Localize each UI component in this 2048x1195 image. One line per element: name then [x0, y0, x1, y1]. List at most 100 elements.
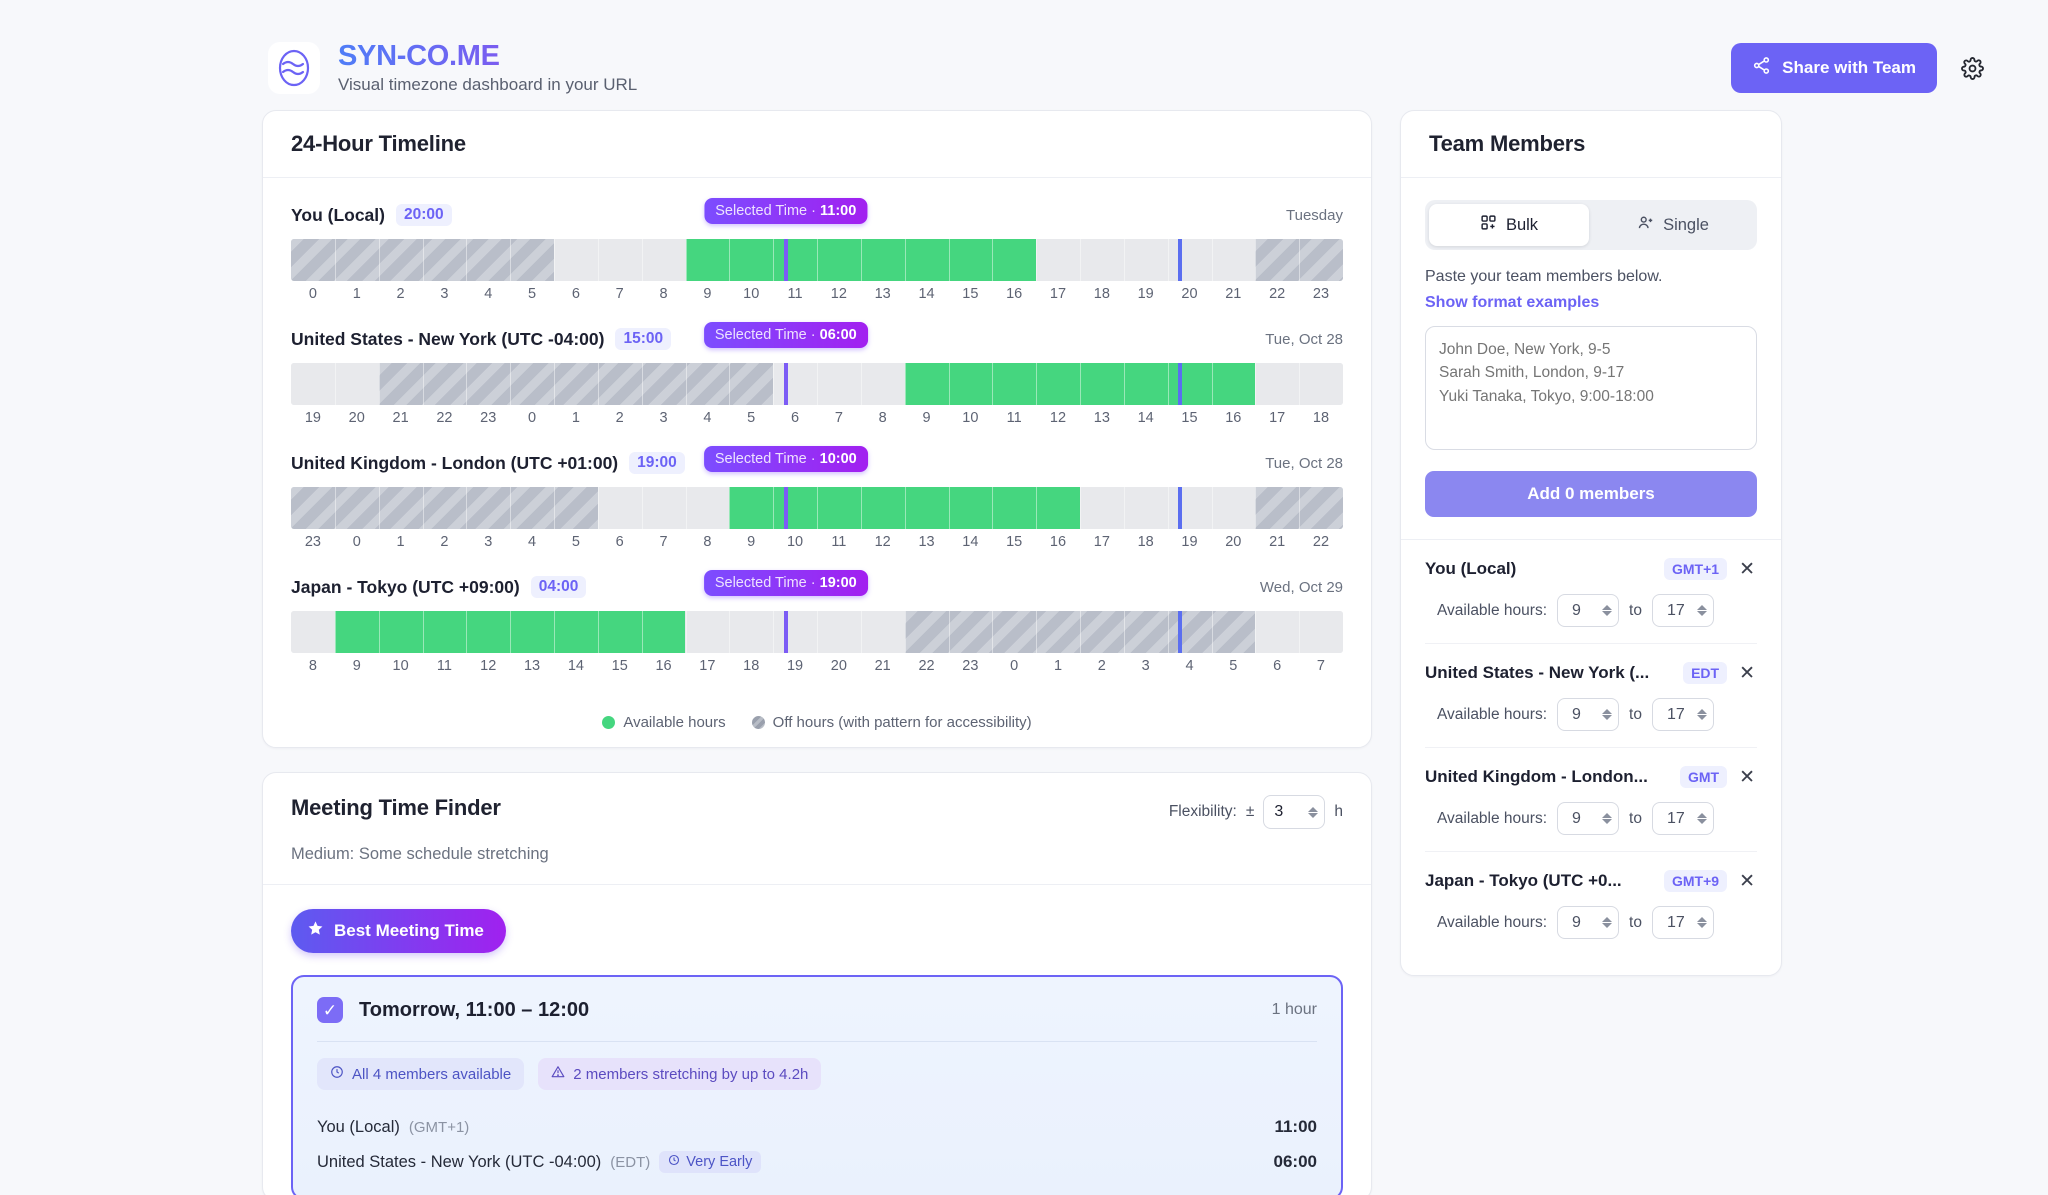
- available-hours-to-value: 17: [1666, 705, 1685, 723]
- spinner-arrows-icon[interactable]: [1602, 605, 1613, 616]
- hour-tick: [466, 487, 468, 529]
- meeting-finder-card: Meeting Time Finder Flexibility: ± 3 h M…: [262, 772, 1372, 1195]
- timeline-segment-light[interactable]: [1255, 611, 1343, 653]
- hour-label: 7: [834, 410, 843, 426]
- clock-icon: [668, 1154, 680, 1170]
- hour-label: 12: [480, 658, 497, 674]
- hour-label: 15: [611, 658, 628, 674]
- close-icon[interactable]: ✕: [1739, 766, 1755, 788]
- hour-axis: 19 20 21 22 23 0 1 2 3 4 5 6 7 8 9 10 11 12 13 14 15 16 17 18: [291, 410, 1343, 426]
- timeline-segment-light[interactable]: [773, 363, 905, 405]
- timeline-segment-avail[interactable]: [904, 363, 1256, 405]
- hour-label: 5: [1229, 658, 1238, 674]
- bulk-members-input[interactable]: [1425, 326, 1757, 450]
- add-members-button[interactable]: Add 0 members: [1425, 471, 1757, 517]
- timeline-row-header: You (Local) 20:00 Selected Time · 11:00 …: [291, 198, 1343, 230]
- legend-off-label: Off hours (with pattern for accessibilit…: [772, 714, 1032, 731]
- timeline-bar[interactable]: [291, 239, 1343, 281]
- available-hours-to-stepper[interactable]: 17: [1651, 906, 1714, 939]
- timeline-segment-off[interactable]: [291, 487, 598, 529]
- hour-tick: [1080, 487, 1081, 529]
- flexibility-label: Flexibility:: [1168, 803, 1237, 820]
- available-hours-to-stepper[interactable]: 17: [1651, 698, 1714, 731]
- hour-label: 20: [830, 658, 847, 674]
- available-hours-to-stepper[interactable]: 17: [1651, 594, 1714, 627]
- timeline-segment-avail[interactable]: [685, 239, 1037, 281]
- hour-tick: [1211, 611, 1213, 653]
- hour-label: 5: [747, 410, 756, 426]
- best-meeting-card[interactable]: ✓ Tomorrow, 11:00 – 12:00 1 hour: [291, 975, 1343, 1195]
- spinner-arrows-icon[interactable]: [1602, 813, 1613, 824]
- tab-bulk[interactable]: Bulk: [1429, 204, 1589, 246]
- show-format-examples-link[interactable]: Show format examples: [1425, 294, 1600, 311]
- close-icon[interactable]: ✕: [1739, 662, 1755, 684]
- hour-label: 12: [830, 286, 847, 302]
- hour-tick: [773, 239, 775, 281]
- timeline-segment-light[interactable]: [554, 239, 686, 281]
- timeline-segment-light[interactable]: [1255, 363, 1343, 405]
- hour-tick: [1036, 363, 1038, 405]
- available-hours-label: Available hours:: [1437, 809, 1548, 827]
- timeline-bar[interactable]: [291, 363, 1343, 405]
- hour-label: 22: [918, 658, 935, 674]
- timeline-segment-light[interactable]: [291, 363, 379, 405]
- timeline-segment-off[interactable]: [291, 239, 554, 281]
- spinner-arrows-icon[interactable]: [1602, 709, 1613, 720]
- available-hours-from-stepper[interactable]: 9: [1557, 698, 1620, 731]
- available-hours-label: Available hours:: [1437, 601, 1548, 619]
- spinner-arrows-icon[interactable]: [1696, 605, 1707, 616]
- hour-tick: [334, 239, 336, 281]
- timeline-segment-light[interactable]: [597, 487, 730, 529]
- timeline-segment-light[interactable]: [685, 611, 905, 653]
- timeline-segment-light[interactable]: [291, 611, 335, 653]
- spinner-arrows-icon[interactable]: [1602, 917, 1613, 928]
- timeline-segment-off[interactable]: [1255, 487, 1343, 529]
- tab-single[interactable]: Single: [1593, 204, 1753, 246]
- available-hours-from-stepper[interactable]: 9: [1557, 906, 1620, 939]
- gear-icon: [1961, 56, 1984, 83]
- available-hours-from-stepper[interactable]: 9: [1557, 594, 1620, 627]
- available-hours-from-stepper[interactable]: 9: [1557, 802, 1620, 835]
- spinner-arrows-icon[interactable]: [1696, 813, 1707, 824]
- hour-tick: [1299, 487, 1301, 529]
- close-icon[interactable]: ✕: [1739, 558, 1755, 580]
- flexibility-stepper[interactable]: 3: [1263, 795, 1326, 829]
- hour-tick: [378, 239, 380, 281]
- team-member-name: United Kingdom - London...: [1425, 767, 1648, 786]
- share-with-team-button[interactable]: Share with Team: [1731, 43, 1937, 93]
- timeline-segment-light[interactable]: [1079, 487, 1256, 529]
- close-icon[interactable]: ✕: [1739, 870, 1755, 892]
- right-column: Team Members Bulk: [1400, 110, 1782, 976]
- timeline-segment-off[interactable]: [1255, 239, 1343, 281]
- chip-members-available: All 4 members available: [317, 1058, 525, 1090]
- timeline-bar[interactable]: [291, 611, 1343, 653]
- hour-label: 10: [962, 410, 979, 426]
- spinner-arrows-icon[interactable]: [1696, 709, 1707, 720]
- flexibility-unit: h: [1334, 803, 1343, 820]
- meeting-checkbox[interactable]: ✓: [317, 997, 343, 1023]
- selected-time-marker[interactable]: [783, 363, 788, 405]
- meeting-duration: 1 hour: [1271, 1001, 1317, 1018]
- selected-time-marker[interactable]: [783, 239, 788, 281]
- timeline-bar[interactable]: [291, 487, 1343, 529]
- spinner-arrows-icon[interactable]: [1696, 917, 1707, 928]
- selected-time-marker[interactable]: [783, 487, 788, 529]
- to-label: to: [1629, 705, 1642, 723]
- hour-label: 0: [1010, 658, 1019, 674]
- settings-button[interactable]: [1957, 53, 1988, 84]
- timeline-segment-avail[interactable]: [334, 611, 686, 653]
- hour-tick: [554, 487, 555, 529]
- hour-label: 23: [304, 534, 321, 550]
- hour-tick: [904, 611, 906, 653]
- timeline-segment-off[interactable]: [904, 611, 1256, 653]
- flexibility-value: 3: [1274, 803, 1284, 820]
- available-hours-to-stepper[interactable]: 17: [1651, 802, 1714, 835]
- team-member-tz-badge: GMT+9: [1664, 870, 1728, 892]
- spinner-arrows-icon[interactable]: [1308, 806, 1319, 818]
- timeline-segment-light[interactable]: [1036, 239, 1256, 281]
- hour-tick: [1123, 487, 1125, 529]
- selected-time-marker[interactable]: [783, 611, 788, 653]
- timeline-segment-off[interactable]: [378, 363, 774, 405]
- hour-label: 23: [1312, 286, 1330, 302]
- hour-label: 5: [571, 534, 580, 550]
